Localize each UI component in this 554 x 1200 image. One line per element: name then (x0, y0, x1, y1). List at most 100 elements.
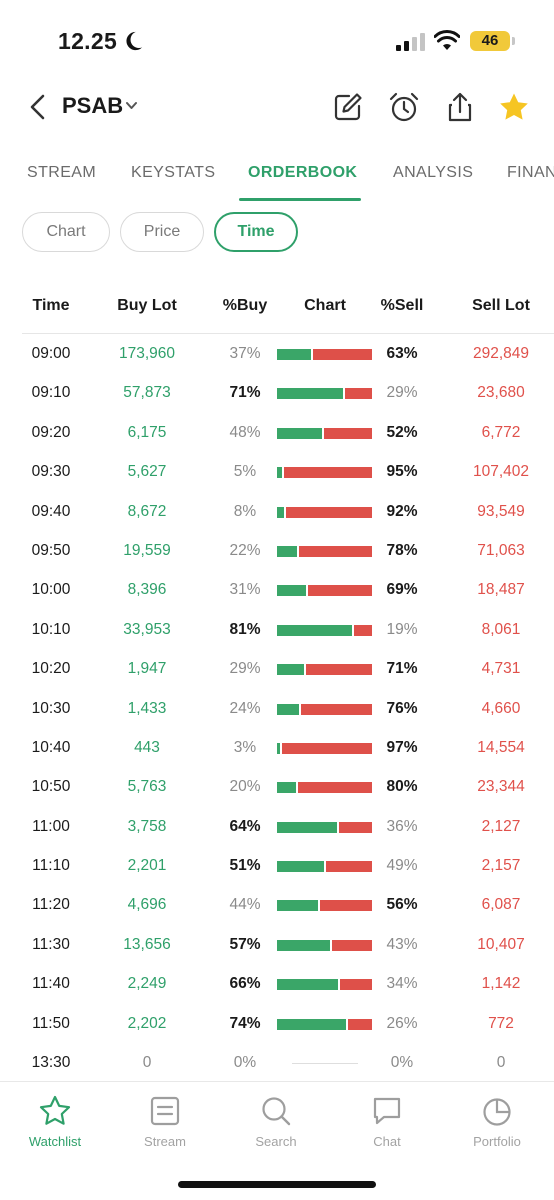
row-sell-lot: 292,849 (472, 345, 530, 362)
battery-cap (512, 37, 515, 45)
row-pct-sell: 63% (386, 345, 418, 362)
tab-financials[interactable]: FINAN (507, 164, 554, 181)
buy-bar-segment (277, 979, 338, 991)
edit-icon[interactable] (332, 91, 364, 123)
buy-sell-ratio-bar (277, 585, 372, 597)
row-pct-buy: 24% (229, 699, 261, 717)
table-row: 09:50 19,559 22% 78% 71,063 (0, 532, 554, 571)
buy-bar-segment (277, 821, 337, 833)
buy-sell-ratio-bar (277, 1018, 372, 1030)
tab-orderbook[interactable]: ORDERBOOK (248, 164, 358, 181)
tab-keystats[interactable]: KEYSTATS (131, 164, 216, 181)
sell-bar-segment (320, 900, 372, 912)
nav-portfolio[interactable]: Portfolio (447, 1094, 547, 1149)
tab-stream[interactable]: STREAM (27, 164, 97, 181)
filter-chart[interactable]: Chart (22, 212, 110, 252)
buy-bar-segment (277, 467, 282, 479)
row-pct-sell: 80% (386, 778, 418, 796)
tab-analysis[interactable]: ANALYSIS (393, 164, 474, 181)
buy-sell-ratio-bar (277, 624, 372, 636)
row-sell-lot: 8,061 (481, 620, 521, 638)
row-time: 09:10 (31, 384, 71, 402)
row-sell-lot: 14,554 (477, 738, 525, 756)
row-buy-lot: 13,656 (123, 935, 171, 953)
row-buy-lot: 0 (142, 1054, 152, 1072)
sell-bar-segment (298, 782, 372, 794)
back-chevron-icon[interactable] (26, 94, 50, 120)
filter-price[interactable]: Price (120, 212, 204, 252)
table-row: 11:20 4,696 44% 56% 6,087 (0, 886, 554, 925)
table-row: 11:30 13,656 57% 43% 10,407 (0, 926, 554, 965)
nav-search[interactable]: Search (226, 1094, 326, 1149)
header-pct-buy: %Buy (222, 297, 268, 314)
table-row: 09:40 8,672 8% 92% 93,549 (0, 493, 554, 532)
chevron-down-icon[interactable] (125, 100, 138, 112)
row-pct-buy: 57% (229, 935, 261, 953)
row-time: 09:20 (31, 423, 71, 441)
row-buy-lot: 8,672 (127, 502, 167, 520)
row-pct-sell: 34% (386, 975, 418, 993)
row-buy-lot: 3,758 (127, 817, 167, 835)
row-pct-buy: 66% (229, 975, 261, 993)
stream-icon (150, 1096, 180, 1126)
sell-bar-segment (282, 742, 372, 754)
row-pct-buy: 71% (229, 384, 261, 402)
row-sell-lot: 772 (488, 1014, 514, 1032)
nav-chat[interactable]: Chat (337, 1094, 437, 1149)
buy-bar-segment (277, 1018, 346, 1030)
row-buy-lot: 443 (134, 738, 160, 756)
row-time: 11:50 (32, 1014, 70, 1032)
row-pct-sell: 56% (386, 896, 418, 914)
row-sell-lot: 10,407 (477, 935, 525, 953)
row-pct-buy: 31% (229, 581, 261, 599)
row-time: 10:30 (31, 699, 71, 717)
row-sell-lot: 23,344 (477, 778, 525, 796)
row-pct-buy: 37% (229, 345, 261, 362)
ticker-symbol[interactable]: PSAB (62, 93, 124, 118)
header-chart: Chart (304, 297, 346, 314)
buy-sell-ratio-bar (277, 427, 372, 439)
filter-time[interactable]: Time (214, 212, 298, 252)
row-sell-lot: 6,087 (481, 896, 521, 914)
row-buy-lot: 33,953 (123, 620, 171, 638)
buy-bar-segment (277, 664, 304, 676)
row-time: 10:50 (31, 778, 71, 796)
row-pct-buy: 22% (229, 541, 261, 559)
sell-bar-segment (326, 861, 372, 873)
tab-bar: STREAM KEYSTATS ORDERBOOK ANALYSIS FINAN (0, 152, 554, 202)
nav-stream[interactable]: Stream (115, 1094, 215, 1149)
table-row: 10:20 1,947 29% 71% 4,731 (0, 650, 554, 689)
row-pct-buy: 8% (233, 502, 257, 520)
table-row: 09:30 5,627 5% 95% 107,402 (0, 453, 554, 492)
star-outline-icon (39, 1095, 71, 1125)
row-time: 09:40 (31, 502, 71, 520)
buy-bar-segment (277, 349, 311, 360)
orderbook-rows: 09:00 173,960 37% 63% 292,849 09:10 57,873 71% 2… (0, 335, 554, 1083)
nav-watchlist[interactable]: Watchlist (5, 1094, 105, 1149)
header-pct-sell: %Sell (380, 297, 424, 314)
sell-bar-segment (306, 664, 372, 676)
wifi-icon (434, 30, 460, 50)
row-time: 11:00 (32, 817, 70, 835)
row-time: 11:20 (32, 896, 70, 914)
buy-sell-ratio-bar (277, 467, 372, 479)
row-pct-sell: 95% (386, 463, 418, 481)
row-time: 10:20 (31, 660, 71, 678)
share-icon[interactable] (444, 91, 476, 123)
row-pct-sell: 36% (386, 817, 418, 835)
alarm-icon[interactable] (388, 91, 420, 123)
sell-bar-segment (284, 467, 372, 479)
status-bar: 12.25 46 (0, 0, 554, 80)
row-buy-lot: 8,396 (127, 581, 167, 599)
buy-sell-ratio-bar (277, 782, 372, 794)
row-time: 11:10 (32, 857, 70, 875)
star-favorite-icon[interactable] (498, 91, 530, 123)
table-row: 10:10 33,953 81% 19% 8,061 (0, 611, 554, 650)
row-pct-sell: 0% (390, 1054, 414, 1072)
table-row: 13:30 0 0% 0% 0 (0, 1044, 554, 1083)
sell-bar-segment (286, 506, 372, 518)
buy-bar-segment (277, 900, 318, 912)
buy-sell-ratio-bar (277, 939, 372, 951)
row-sell-lot: 18,487 (477, 581, 525, 599)
row-pct-sell: 92% (386, 502, 418, 520)
